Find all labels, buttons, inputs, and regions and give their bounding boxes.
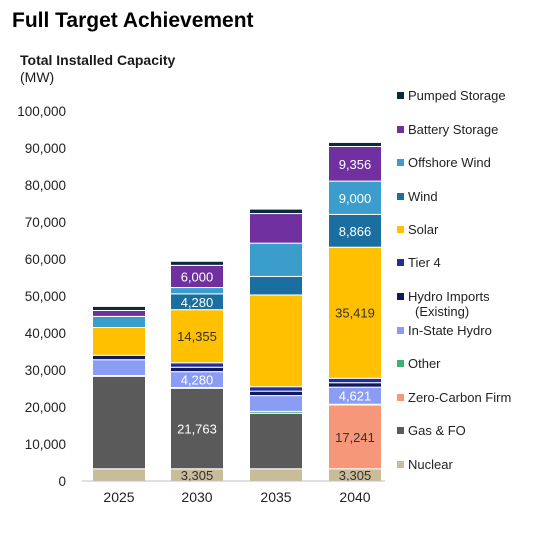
legend-label: Zero-Carbon Firm xyxy=(408,390,511,405)
data-label: 14,355 xyxy=(177,329,217,344)
y-axis: 0 10,000 20,000 30,000 40,000 50,000 60,000 70,… xyxy=(17,104,66,489)
x-tick-label: 2040 xyxy=(339,489,370,505)
data-label: 9,356 xyxy=(339,157,372,172)
legend-swatch xyxy=(397,159,404,166)
legend-swatch xyxy=(397,394,404,401)
y-tick-label: 30,000 xyxy=(25,363,66,378)
legend-swatch xyxy=(397,259,404,266)
data-label: 6,000 xyxy=(181,269,214,284)
legend-swatch xyxy=(397,427,404,434)
bar-segment xyxy=(328,404,382,470)
y-tick-label: 40,000 xyxy=(25,326,66,341)
bar-segment xyxy=(170,362,224,368)
legend-label: Tier 4 xyxy=(408,255,441,270)
legend-label: Gas & FO xyxy=(408,423,466,438)
bar-segment xyxy=(249,412,303,470)
bar-segment xyxy=(328,377,382,384)
data-label: 3,305 xyxy=(339,468,372,483)
y-tick-label: 60,000 xyxy=(25,252,66,267)
page-title: Full Target Achievement xyxy=(12,9,254,32)
y-tick-label: 0 xyxy=(58,474,66,489)
data-label: 3,305 xyxy=(181,468,214,483)
data-label: 9,000 xyxy=(339,191,372,206)
y-tick-label: 70,000 xyxy=(25,215,66,230)
legend-swatch xyxy=(397,92,404,99)
y-axis-unit-label: (MW) xyxy=(20,69,55,85)
data-label: 8,866 xyxy=(339,224,372,239)
bar-segment xyxy=(249,275,303,296)
legend-label: Nuclear xyxy=(408,457,453,472)
legend-swatch xyxy=(397,226,404,233)
legend-label: Solar xyxy=(408,222,439,237)
bar-segment xyxy=(170,387,224,470)
bar-segment xyxy=(92,327,146,356)
legend-swatch xyxy=(397,461,404,468)
bar-segment xyxy=(328,382,382,388)
bar-segment xyxy=(249,395,303,412)
bar-segment xyxy=(328,141,382,147)
bar-segment xyxy=(92,359,146,377)
legend-swatch xyxy=(397,293,404,300)
bar-segment xyxy=(170,287,224,295)
legend-swatch xyxy=(397,327,404,334)
bar-segment xyxy=(249,386,303,392)
x-axis: 2025 2030 2035 2040 xyxy=(82,480,385,505)
legend-label: Other xyxy=(408,356,441,371)
legend-swatch xyxy=(397,126,404,133)
legend-label: Offshore Wind xyxy=(408,155,491,170)
legend-label: In-State Hydro xyxy=(408,323,492,338)
y-tick-label: 10,000 xyxy=(25,437,66,452)
bar-segment xyxy=(92,309,146,317)
chart-title: Total Installed Capacity xyxy=(20,52,176,68)
bar-stacks xyxy=(92,141,382,482)
legend: Pumped Storage Battery Storage Offshore Wi… xyxy=(397,88,511,472)
data-label: 21,763 xyxy=(177,422,217,437)
y-tick-label: 50,000 xyxy=(25,289,66,304)
legend-label: Pumped Storage xyxy=(408,88,506,103)
x-tick-label: 2035 xyxy=(260,489,291,505)
x-tick-label: 2025 xyxy=(103,489,134,505)
data-label: 4,280 xyxy=(181,295,214,310)
bar-segment xyxy=(170,260,224,266)
bar-segment xyxy=(249,208,303,215)
y-tick-label: 80,000 xyxy=(25,178,66,193)
bar-segment xyxy=(170,309,224,364)
bar-segment xyxy=(92,375,146,470)
legend-swatch xyxy=(397,360,404,367)
bar-segment xyxy=(92,468,146,482)
data-label: 35,419 xyxy=(335,306,375,321)
data-label: 4,621 xyxy=(339,389,372,404)
bar-segment xyxy=(328,180,382,215)
legend-label: Wind xyxy=(408,189,438,204)
bar-segment xyxy=(249,242,303,277)
bar-segment xyxy=(328,145,382,182)
y-tick-label: 90,000 xyxy=(25,141,66,156)
bar-segment xyxy=(249,294,303,388)
x-tick-label: 2030 xyxy=(181,489,212,505)
bar-segment xyxy=(249,390,303,397)
bar-segment xyxy=(92,354,146,361)
bar-segment xyxy=(328,246,382,379)
bar-segment xyxy=(92,305,146,311)
bar-segment xyxy=(92,315,146,329)
legend-label: Battery Storage xyxy=(408,122,498,137)
bar-segment xyxy=(170,366,224,373)
y-tick-label: 20,000 xyxy=(25,400,66,415)
bar-data-labels: 3,305 21,763 4,280 14,355 4,280 6,000 3,305 17,… xyxy=(177,157,375,483)
legend-label: Hydro Imports (Existing) xyxy=(408,289,490,319)
y-tick-label: 100,000 xyxy=(17,104,66,119)
bar-segment xyxy=(249,468,303,482)
legend-swatch xyxy=(397,193,404,200)
bar-segment xyxy=(249,213,303,244)
data-label: 17,241 xyxy=(335,430,375,445)
data-label: 4,280 xyxy=(181,373,214,388)
